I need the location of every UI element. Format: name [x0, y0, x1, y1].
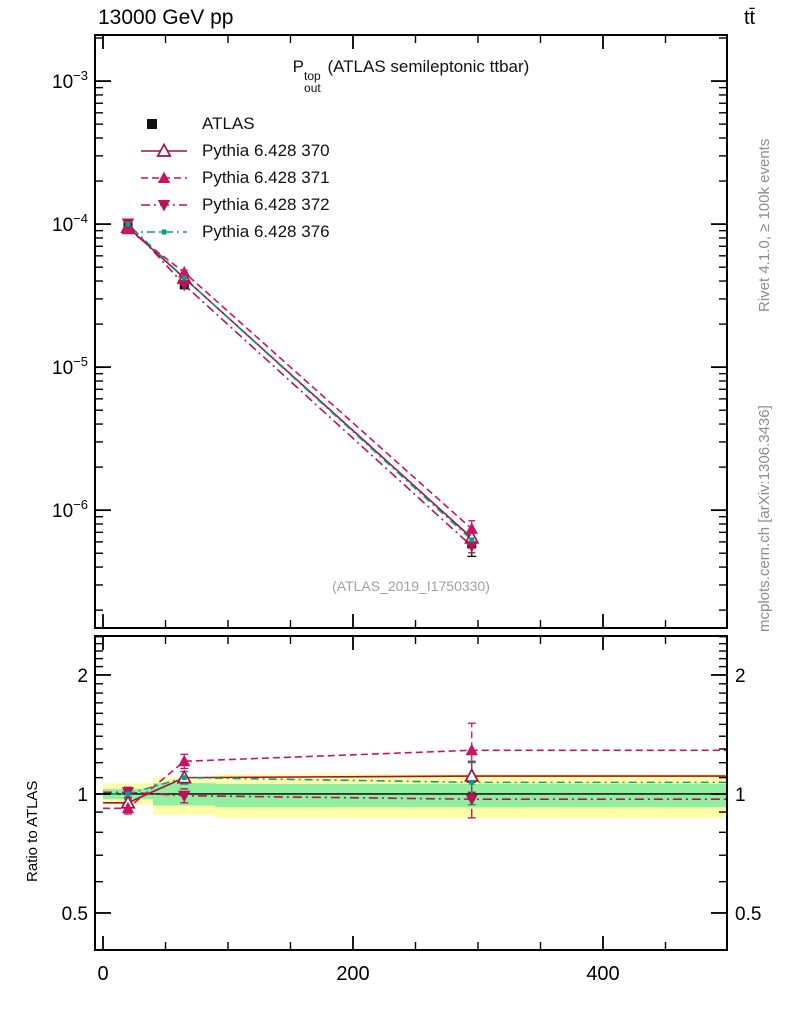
- small-square-marker: [181, 775, 187, 781]
- plot-title-subscript: out: [304, 81, 321, 95]
- square-legend-marker: [147, 118, 157, 129]
- triangle-down-marker: [465, 794, 478, 806]
- legend-label: Pythia 6.428 370: [202, 140, 330, 160]
- triangle-open-legend-marker: [156, 142, 172, 157]
- triangle-up-marker: [178, 265, 191, 278]
- legend-label: Pythia 6.428 372: [202, 194, 330, 214]
- ratio-tick-label-right: 1: [735, 785, 746, 806]
- triangle-down-marker: [178, 279, 191, 292]
- legend-item: Pythia 6.428 370: [140, 137, 330, 164]
- small-square-marker: [469, 779, 475, 785]
- series-line: [127, 223, 473, 541]
- triangle-up-marker: [178, 754, 191, 767]
- small-square-marker: [125, 221, 131, 227]
- legend-label: ATLAS: [202, 113, 255, 133]
- y-tick-label: 10−5: [52, 354, 88, 379]
- ratio-tick-label-left: 2: [77, 666, 88, 687]
- small-square-legend-marker: [161, 229, 167, 234]
- y-tick-label: 10−6: [52, 497, 88, 522]
- series-line: [127, 222, 473, 547]
- triangle-up-legend-marker: [157, 171, 171, 183]
- plot-title-rest: (ATLAS semileptonic ttbar): [327, 57, 530, 76]
- legend-item: ATLAS: [140, 110, 330, 137]
- small-square-marker: [125, 791, 131, 797]
- x-tick-label: 400: [586, 963, 619, 985]
- triangle-up-marker: [121, 801, 135, 814]
- legend-swatch: [141, 142, 187, 157]
- x-tick-label: 200: [336, 963, 369, 985]
- legend-swatch: [147, 118, 157, 129]
- triangle-down-marker: [465, 541, 478, 553]
- y-tick-label: 10−4: [52, 211, 88, 236]
- main-panel-frame: [94, 34, 728, 629]
- rivet-version-note: Rivet 4.1.0, ≥ 100k events: [756, 138, 773, 312]
- legend-label: Pythia 6.428 371: [202, 167, 330, 187]
- analysis-id-watermark: (ATLAS_2019_I1750330): [332, 578, 490, 594]
- legend-swatch: [141, 199, 187, 211]
- y-tick-label: 10−3: [52, 68, 88, 93]
- legend: ATLAS Pythia 6.428 370 Pythia 6.428 371 Pyt…: [140, 110, 330, 245]
- ratio-axis-label: Ratio to ATLAS: [24, 780, 41, 882]
- ratio-panel-frame: [94, 635, 728, 951]
- beam-energy-label: 13000 GeV pp: [98, 6, 234, 29]
- legend-item: Pythia 6.428 376: [140, 218, 330, 245]
- triangle-down-marker: [178, 790, 191, 803]
- ratio-tick-label-left: 0.5: [62, 904, 88, 925]
- ratio-tick-label-left: 1: [77, 785, 88, 806]
- x-tick-label: 0: [97, 963, 108, 985]
- legend-label: Pythia 6.428 376: [202, 221, 330, 241]
- mcplots-reference-note: mcplots.cern.ch [arXiv:1306.3436]: [756, 405, 773, 632]
- legend-item: Pythia 6.428 372: [140, 191, 330, 218]
- ratio-line: [103, 749, 728, 810]
- ratio-tick-label-right: 0.5: [735, 904, 761, 925]
- triangle-down-legend-marker: [157, 199, 171, 211]
- ratio-tick-label-right: 2: [735, 666, 746, 687]
- triangle-up-marker: [465, 522, 478, 534]
- plot-title-symbol: P: [292, 57, 305, 76]
- legend-swatch: [141, 229, 187, 234]
- triangle-up-marker: [465, 743, 478, 756]
- series-line: [127, 226, 473, 539]
- small-square-marker: [469, 537, 475, 543]
- legend-swatch: [141, 171, 187, 183]
- plot-title-superscript: top: [304, 69, 321, 83]
- process-label: tt̄: [744, 7, 756, 29]
- legend-item: Pythia 6.428 371: [140, 164, 330, 191]
- small-square-marker: [181, 275, 187, 281]
